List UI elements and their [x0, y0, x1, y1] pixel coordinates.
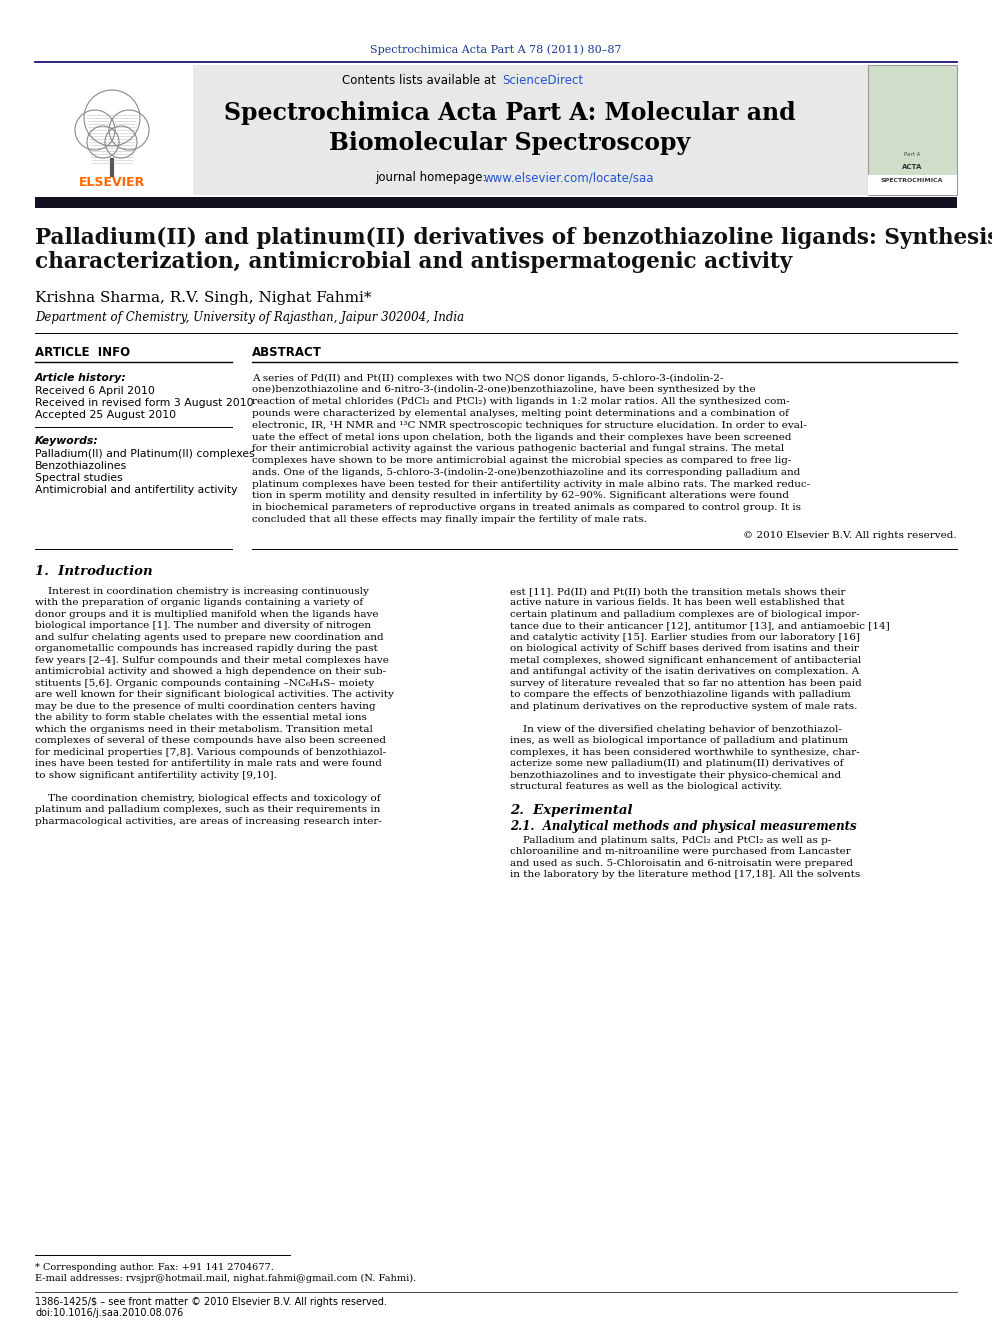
Text: est [11]. Pd(II) and Pt(II) both the transition metals shows their: est [11]. Pd(II) and Pt(II) both the tra…: [510, 587, 845, 595]
Text: ines, as well as biological importance of palladium and platinum: ines, as well as biological importance o…: [510, 737, 848, 745]
Text: © 2010 Elsevier B.V. All rights reserved.: © 2010 Elsevier B.V. All rights reserved…: [743, 531, 957, 540]
Text: uate the effect of metal ions upon chelation, both the ligands and their complex: uate the effect of metal ions upon chela…: [252, 433, 792, 442]
Text: Palladium(II) and platinum(II) derivatives of benzothiazoline ligands: Synthesis: Palladium(II) and platinum(II) derivativ…: [35, 228, 992, 249]
Text: A series of Pd(II) and Pt(II) complexes with two N○S donor ligands, 5-chloro-3-(: A series of Pd(II) and Pt(II) complexes …: [252, 373, 723, 382]
Text: ABSTRACT: ABSTRACT: [252, 345, 321, 359]
Text: Antimicrobial and antifertility activity: Antimicrobial and antifertility activity: [35, 486, 237, 495]
Text: survey of literature revealed that so far no attention has been paid: survey of literature revealed that so fa…: [510, 679, 862, 688]
Text: complexes of several of these compounds have also been screened: complexes of several of these compounds …: [35, 737, 386, 745]
Text: are well known for their significant biological activities. The activity: are well known for their significant bio…: [35, 691, 394, 700]
Text: structural features as well as the biological activity.: structural features as well as the biolo…: [510, 782, 782, 791]
Text: Palladium(II) and Platinum(II) complexes: Palladium(II) and Platinum(II) complexes: [35, 448, 255, 459]
Text: reaction of metal chlorides (PdCl₂ and PtCl₂) with ligands in 1:2 molar ratios. : reaction of metal chlorides (PdCl₂ and P…: [252, 397, 790, 406]
Text: donor groups and it is multiplied manifold when the ligands have: donor groups and it is multiplied manifo…: [35, 610, 379, 619]
Text: with the preparation of organic ligands containing a variety of: with the preparation of organic ligands …: [35, 598, 363, 607]
Text: Received 6 April 2010: Received 6 April 2010: [35, 386, 155, 396]
Text: biological importance [1]. The number and diversity of nitrogen: biological importance [1]. The number an…: [35, 622, 371, 630]
Text: platinum complexes have been tested for their antifertility activity in male alb: platinum complexes have been tested for …: [252, 480, 810, 488]
FancyBboxPatch shape: [868, 175, 957, 194]
Text: Contents lists available at: Contents lists available at: [342, 74, 500, 86]
Text: * Corresponding author. Fax: +91 141 2704677.: * Corresponding author. Fax: +91 141 270…: [35, 1262, 274, 1271]
Text: complexes, it has been considered worthwhile to synthesize, char-: complexes, it has been considered worthw…: [510, 747, 860, 757]
Text: to compare the effects of benzothiazoline ligands with palladium: to compare the effects of benzothiazolin…: [510, 691, 851, 700]
Text: and sulfur chelating agents used to prepare new coordination and: and sulfur chelating agents used to prep…: [35, 632, 384, 642]
Text: SPECTROCHIMICA: SPECTROCHIMICA: [881, 179, 943, 184]
Text: which the organisms need in their metabolism. Transition metal: which the organisms need in their metabo…: [35, 725, 373, 734]
Text: E-mail addresses: rvsjpr@hotmail.mail, nighat.fahmi@gmail.com (N. Fahmi).: E-mail addresses: rvsjpr@hotmail.mail, n…: [35, 1274, 417, 1282]
Text: in the laboratory by the literature method [17,18]. All the solvents: in the laboratory by the literature meth…: [510, 871, 860, 880]
Text: complexes have shown to be more antimicrobial against the microbial species as c: complexes have shown to be more antimicr…: [252, 456, 792, 466]
Text: 2.1.  Analytical methods and physical measurements: 2.1. Analytical methods and physical mea…: [510, 820, 857, 833]
Text: Received in revised form 3 August 2010: Received in revised form 3 August 2010: [35, 398, 254, 407]
Text: to show significant antifertility activity [9,10].: to show significant antifertility activi…: [35, 771, 277, 779]
Text: In view of the diversified chelating behavior of benzothiazol-: In view of the diversified chelating beh…: [510, 725, 842, 734]
Text: 1.  Introduction: 1. Introduction: [35, 565, 153, 578]
Text: few years [2–4]. Sulfur compounds and their metal complexes have: few years [2–4]. Sulfur compounds and th…: [35, 656, 389, 665]
Text: 1386-1425/$ – see front matter © 2010 Elsevier B.V. All rights reserved.: 1386-1425/$ – see front matter © 2010 El…: [35, 1297, 387, 1307]
Text: tance due to their anticancer [12], antitumor [13], and antiamoebic [14]: tance due to their anticancer [12], anti…: [510, 622, 890, 630]
Text: Krishna Sharma, R.V. Singh, Nighat Fahmi*: Krishna Sharma, R.V. Singh, Nighat Fahmi…: [35, 291, 371, 306]
Text: ARTICLE  INFO: ARTICLE INFO: [35, 345, 130, 359]
FancyBboxPatch shape: [35, 65, 193, 194]
Text: and antifungal activity of the isatin derivatives on complexation. A: and antifungal activity of the isatin de…: [510, 667, 859, 676]
Text: 2.  Experimental: 2. Experimental: [510, 804, 633, 816]
Text: The coordination chemistry, biological effects and toxicology of: The coordination chemistry, biological e…: [35, 794, 381, 803]
Text: journal homepage:: journal homepage:: [375, 172, 490, 184]
Text: Keywords:: Keywords:: [35, 437, 99, 446]
Text: the ability to form stable chelates with the essential metal ions: the ability to form stable chelates with…: [35, 713, 367, 722]
Text: Spectrochimica Acta Part A: Molecular and: Spectrochimica Acta Part A: Molecular an…: [224, 101, 796, 124]
Text: Benzothiazolines: Benzothiazolines: [35, 460, 127, 471]
Text: and platinum derivatives on the reproductive system of male rats.: and platinum derivatives on the reproduc…: [510, 703, 857, 710]
Text: for their antimicrobial activity against the various pathogenic bacterial and fu: for their antimicrobial activity against…: [252, 445, 785, 454]
Text: concluded that all these effects may finally impair the fertility of male rats.: concluded that all these effects may fin…: [252, 515, 647, 524]
Text: on biological activity of Schiff bases derived from isatins and their: on biological activity of Schiff bases d…: [510, 644, 859, 654]
Text: chloroaniline and m-nitroaniline were purchased from Lancaster: chloroaniline and m-nitroaniline were pu…: [510, 848, 851, 856]
Text: organometallic compounds has increased rapidly during the past: organometallic compounds has increased r…: [35, 644, 378, 654]
Text: Accepted 25 August 2010: Accepted 25 August 2010: [35, 410, 177, 419]
Text: platinum and palladium complexes, such as their requirements in: platinum and palladium complexes, such a…: [35, 806, 380, 815]
FancyBboxPatch shape: [35, 197, 957, 208]
Text: ACTA: ACTA: [902, 164, 923, 169]
Text: Biomolecular Spectroscopy: Biomolecular Spectroscopy: [329, 131, 690, 155]
Text: www.elsevier.com/locate/saa: www.elsevier.com/locate/saa: [484, 172, 655, 184]
Text: may be due to the presence of multi coordination centers having: may be due to the presence of multi coor…: [35, 703, 376, 710]
Text: active nature in various fields. It has been well established that: active nature in various fields. It has …: [510, 598, 844, 607]
Text: tion in sperm motility and density resulted in infertility by 62–90%. Significan: tion in sperm motility and density resul…: [252, 492, 789, 500]
Text: ELSEVIER: ELSEVIER: [79, 176, 145, 189]
Text: electronic, IR, ¹H NMR and ¹³C NMR spectroscopic techniques for structure elucid: electronic, IR, ¹H NMR and ¹³C NMR spect…: [252, 421, 806, 430]
Text: pharmacological activities, are areas of increasing research inter-: pharmacological activities, are areas of…: [35, 816, 382, 826]
Text: acterize some new palladium(II) and platinum(II) derivatives of: acterize some new palladium(II) and plat…: [510, 759, 843, 769]
Text: Spectrochimica Acta Part A 78 (2011) 80–87: Spectrochimica Acta Part A 78 (2011) 80–…: [370, 45, 622, 56]
Text: for medicinal properties [7,8]. Various compounds of benzothiazol-: for medicinal properties [7,8]. Various …: [35, 747, 386, 757]
Text: pounds were characterized by elemental analyses, melting point determinations an: pounds were characterized by elemental a…: [252, 409, 789, 418]
FancyBboxPatch shape: [868, 65, 957, 194]
Text: and used as such. 5-Chloroisatin and 6-nitroisatin were prepared: and used as such. 5-Chloroisatin and 6-n…: [510, 859, 853, 868]
Text: Article history:: Article history:: [35, 373, 127, 382]
Text: characterization, antimicrobial and antispermatogenic activity: characterization, antimicrobial and anti…: [35, 251, 793, 273]
Text: one)benzothiazoline and 6-nitro-3-(indolin-2-one)benzothiazoline, have been synt: one)benzothiazoline and 6-nitro-3-(indol…: [252, 385, 756, 394]
Text: Department of Chemistry, University of Rajasthan, Jaipur 302004, India: Department of Chemistry, University of R…: [35, 311, 464, 324]
Text: Palladium and platinum salts, PdCl₂ and PtCl₂ as well as p-: Palladium and platinum salts, PdCl₂ and …: [510, 836, 831, 845]
Text: antimicrobial activity and showed a high dependence on their sub-: antimicrobial activity and showed a high…: [35, 667, 386, 676]
Text: ands. One of the ligands, 5-chloro-3-(indolin-2-one)benzothiazoline and its corr: ands. One of the ligands, 5-chloro-3-(in…: [252, 468, 801, 478]
Text: ScienceDirect: ScienceDirect: [502, 74, 583, 86]
Text: Interest in coordination chemistry is increasing continuously: Interest in coordination chemistry is in…: [35, 587, 369, 595]
Text: certain platinum and palladium complexes are of biological impor-: certain platinum and palladium complexes…: [510, 610, 860, 619]
Text: metal complexes, showed significant enhancement of antibacterial: metal complexes, showed significant enha…: [510, 656, 861, 665]
Text: ines have been tested for antifertility in male rats and were found: ines have been tested for antifertility …: [35, 759, 382, 769]
Text: Part A: Part A: [904, 152, 921, 157]
Text: in biochemical parameters of reproductive organs in treated animals as compared : in biochemical parameters of reproductiv…: [252, 503, 801, 512]
Text: benzothiazolines and to investigate their physico-chemical and: benzothiazolines and to investigate thei…: [510, 771, 841, 779]
Text: stituents [5,6]. Organic compounds containing –NC₆H₄S– moiety: stituents [5,6]. Organic compounds conta…: [35, 679, 374, 688]
Text: doi:10.1016/j.saa.2010.08.076: doi:10.1016/j.saa.2010.08.076: [35, 1308, 184, 1318]
FancyBboxPatch shape: [35, 65, 957, 194]
Text: and catalytic activity [15]. Earlier studies from our laboratory [16]: and catalytic activity [15]. Earlier stu…: [510, 632, 860, 642]
Text: Spectral studies: Spectral studies: [35, 474, 123, 483]
